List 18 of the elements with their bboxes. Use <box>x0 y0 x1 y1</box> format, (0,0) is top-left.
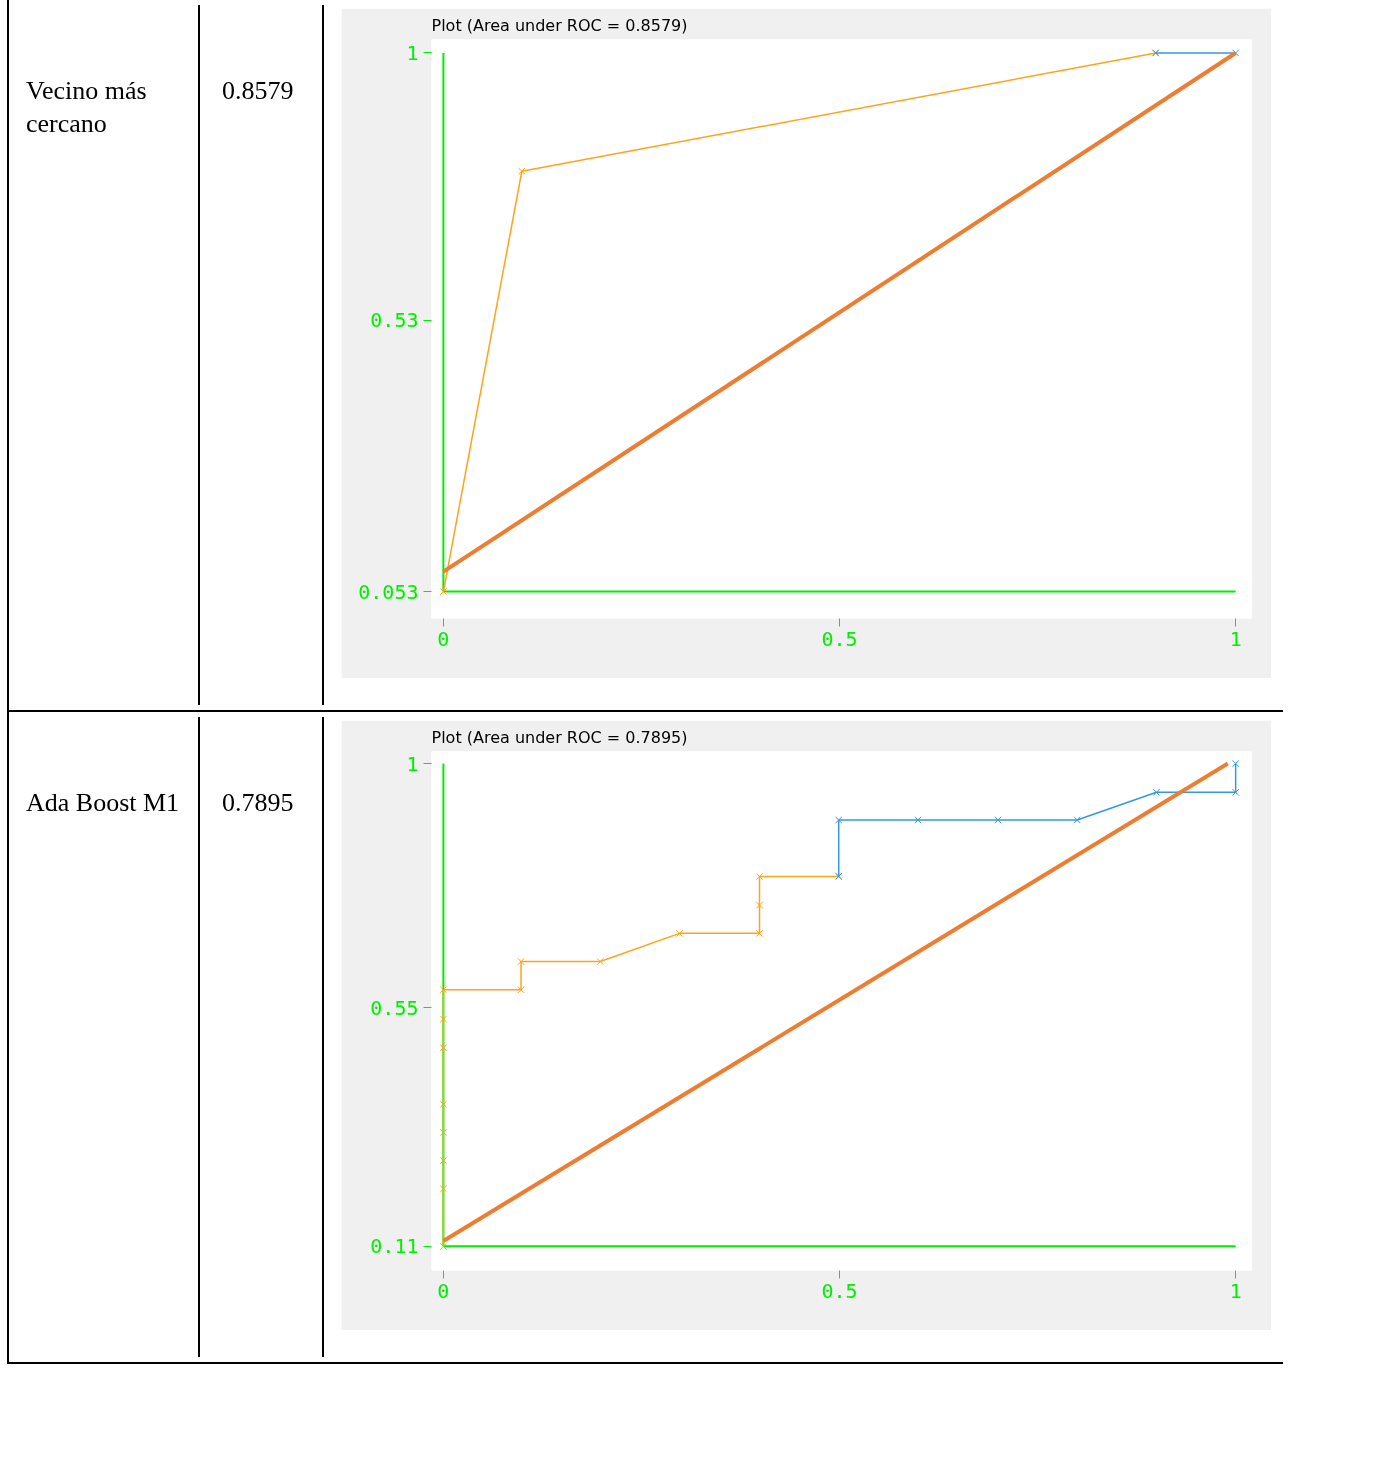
x-tick-label: 0.5 <box>821 1278 858 1303</box>
chart-title: Plot (Area under ROC = 0.7895) <box>431 727 688 747</box>
text: Ada Boost M1 <box>25 787 181 819</box>
y-tick-label: 0.11 <box>370 1234 419 1259</box>
x-tick-label: 0 <box>437 626 450 651</box>
x-tick-label: 1 <box>1229 1278 1242 1303</box>
text: 0.8579 <box>221 75 295 107</box>
y-tick-label: 1 <box>406 751 419 776</box>
text: Vecino más cercano <box>25 75 148 140</box>
y-tick-label: 0.53 <box>370 308 419 333</box>
x-tick-label: 0 <box>437 1278 450 1303</box>
y-tick-label: 0.55 <box>370 995 419 1020</box>
y-tick-label: 1 <box>406 40 419 65</box>
x-tick-label: 1 <box>1229 626 1242 651</box>
y-tick-label: 0.053 <box>358 579 419 604</box>
x-tick-label: 0.5 <box>821 626 858 651</box>
text: 0.7895 <box>221 787 295 819</box>
chart-title: Plot (Area under ROC = 0.8579) <box>431 15 688 35</box>
